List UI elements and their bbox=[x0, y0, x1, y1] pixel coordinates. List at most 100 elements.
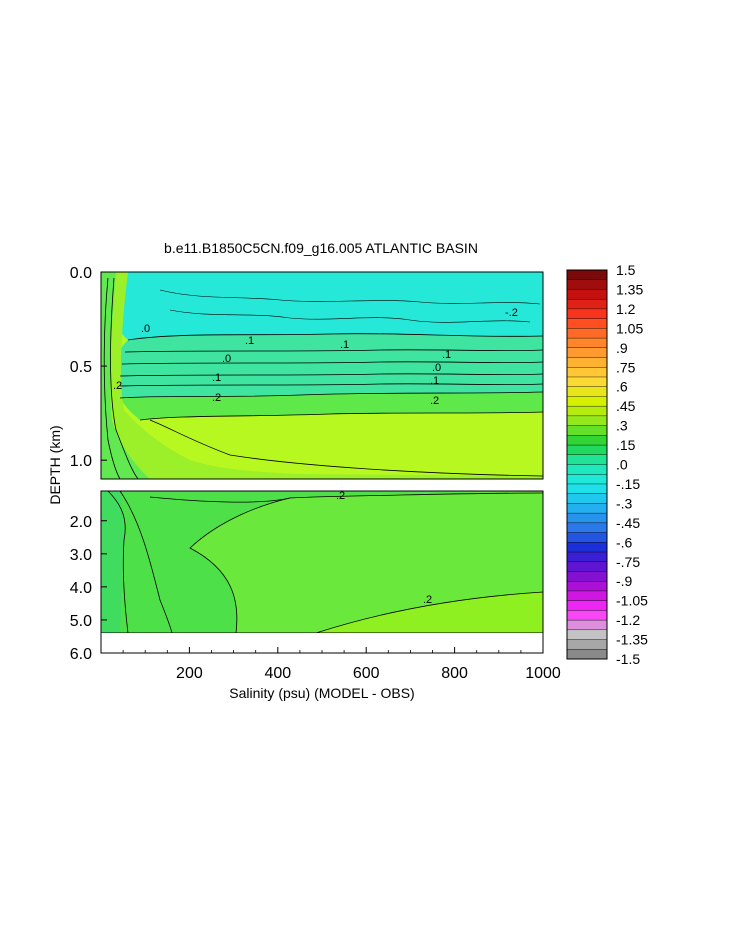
upper-left-lower-wedge bbox=[110, 272, 544, 479]
contour-line bbox=[119, 490, 173, 634]
colorbar-label: -.75 bbox=[616, 554, 640, 570]
y-axis-label: DEPTH (km) bbox=[47, 425, 63, 504]
contour-label: .2 bbox=[336, 490, 345, 502]
contour-line bbox=[149, 496, 291, 503]
colorbar-swatch bbox=[566, 512, 608, 524]
contour-line bbox=[121, 361, 544, 365]
colorbar-swatch bbox=[566, 308, 608, 320]
colorbar-swatch bbox=[566, 415, 608, 427]
contour-label: .2 bbox=[212, 392, 221, 404]
colorbar-label: -1.05 bbox=[616, 593, 648, 609]
y-tick-label: 0.0 bbox=[70, 265, 92, 282]
contour-line bbox=[149, 419, 544, 477]
colorbar-label: .9 bbox=[616, 340, 628, 356]
colorbar-swatch bbox=[566, 405, 608, 417]
contour-line bbox=[315, 591, 544, 634]
colorbar-label: .6 bbox=[616, 379, 628, 395]
contour-line bbox=[103, 277, 121, 480]
colorbar-label: -.9 bbox=[616, 573, 633, 589]
colorbar-swatch bbox=[566, 503, 608, 514]
y-tick-label: 6.0 bbox=[70, 646, 92, 663]
upper-green-band bbox=[120, 392, 543, 420]
colorbar-swatch bbox=[566, 581, 608, 592]
colorbar-swatch bbox=[566, 571, 608, 582]
colorbar-swatch bbox=[566, 318, 608, 329]
contour-line bbox=[139, 411, 544, 421]
contour-line bbox=[119, 373, 544, 377]
colorbar-swatch bbox=[566, 435, 608, 446]
contour-label: .1 bbox=[340, 339, 349, 351]
colorbar-swatch bbox=[566, 269, 608, 281]
x-tick-label: 200 bbox=[176, 665, 203, 682]
colorbar-swatch bbox=[566, 279, 608, 290]
colorbar-swatch bbox=[566, 289, 608, 300]
contour-label: .2 bbox=[423, 594, 432, 606]
colorbar-swatch bbox=[566, 610, 608, 621]
colorbar-swatch bbox=[566, 493, 608, 504]
colorbar-label: -.3 bbox=[616, 495, 633, 511]
colorbar-label: .15 bbox=[616, 437, 636, 453]
colorbar-label: 1.5 bbox=[616, 262, 636, 278]
contour-line bbox=[119, 391, 544, 399]
colorbar-swatch bbox=[566, 629, 608, 641]
x-tick-label: 800 bbox=[441, 665, 468, 682]
colorbar-swatch bbox=[566, 376, 608, 388]
contour-label: .0 bbox=[222, 353, 231, 365]
contour-label: -.2 bbox=[505, 307, 518, 319]
lower-contours bbox=[107, 490, 544, 634]
colorbar-label: 1.2 bbox=[616, 301, 636, 317]
contour-label: .1 bbox=[442, 349, 451, 361]
colorbar-swatch bbox=[566, 444, 608, 456]
y-tick-label: 0.5 bbox=[70, 359, 92, 376]
contour-label: .1 bbox=[430, 375, 439, 387]
x-axis-label: Salinity (psu) (MODEL - OBS) bbox=[229, 685, 414, 701]
colorbar-swatch bbox=[566, 328, 608, 339]
colorbar-swatch bbox=[566, 649, 608, 660]
colorbar-label: -1.2 bbox=[616, 612, 640, 628]
chart-title: b.e11.B1850C5CN.f09_g16.005 ATLANTIC BAS… bbox=[164, 240, 478, 256]
contour-label: .1 bbox=[212, 372, 221, 384]
colorbar-swatch bbox=[566, 337, 608, 349]
colorbar-swatch bbox=[566, 532, 608, 543]
contour-line bbox=[124, 349, 544, 353]
x-tick-label: 600 bbox=[353, 665, 380, 682]
colorbar-label: -.45 bbox=[616, 515, 640, 531]
colorbar-swatch bbox=[566, 619, 608, 631]
colorbar-label: .0 bbox=[616, 457, 628, 473]
y-tick-label: 3.0 bbox=[70, 547, 92, 564]
upper-contour-labels: .0 .1 .1 .0 .1 .0 .1 .1 .2 .2 .2 -.2 bbox=[113, 307, 518, 407]
y-axis-ticks-lower: 2.0 3.0 4.0 5.0 6.0 bbox=[70, 514, 107, 663]
contour-line bbox=[127, 333, 544, 341]
y-axis-ticks-upper: 0.0 0.5 1.0 bbox=[70, 265, 107, 470]
y-tick-label: 5.0 bbox=[70, 613, 92, 630]
contour-line bbox=[119, 383, 544, 387]
upper-panel-border bbox=[100, 271, 544, 480]
y-tick-label: 2.0 bbox=[70, 514, 92, 531]
colorbar-swatch bbox=[566, 561, 608, 572]
colorbar-swatch bbox=[566, 386, 608, 397]
colorbar-label: .75 bbox=[616, 359, 636, 375]
y-tick-label: 1.0 bbox=[70, 453, 92, 470]
colorbar-swatch bbox=[566, 600, 608, 611]
x-axis-ticks: 200 400 600 800 1000 bbox=[122, 647, 561, 682]
colorbar-swatch bbox=[566, 357, 608, 368]
upper-contours bbox=[103, 277, 544, 480]
colorbar-swatch bbox=[566, 367, 608, 378]
colorbar-label: -1.35 bbox=[616, 632, 648, 648]
colorbar: 1.5 1.35 1.2 1.05 .9 .75 .6 .45 .3 .15 .0 -.15 -.3 -.… bbox=[566, 262, 648, 667]
colorbar-swatch bbox=[566, 551, 608, 563]
x-tick-label: 1000 bbox=[525, 665, 561, 682]
colorbar-label: 1.35 bbox=[616, 281, 643, 297]
colorbar-swatch bbox=[566, 298, 608, 310]
contour-line bbox=[159, 289, 541, 305]
contour-line bbox=[189, 492, 544, 634]
colorbar-swatch bbox=[566, 474, 608, 485]
colorbar-label: -1.5 bbox=[616, 651, 640, 667]
lower-panel-no-data-area bbox=[101, 633, 543, 653]
colorbar-label: -.6 bbox=[616, 534, 633, 550]
upper-transition-band bbox=[113, 333, 543, 398]
contour-label: .1 bbox=[245, 335, 254, 347]
contour-label: .2 bbox=[113, 380, 122, 392]
colorbar-label: .45 bbox=[616, 398, 636, 414]
contour-label: .0 bbox=[141, 323, 150, 335]
